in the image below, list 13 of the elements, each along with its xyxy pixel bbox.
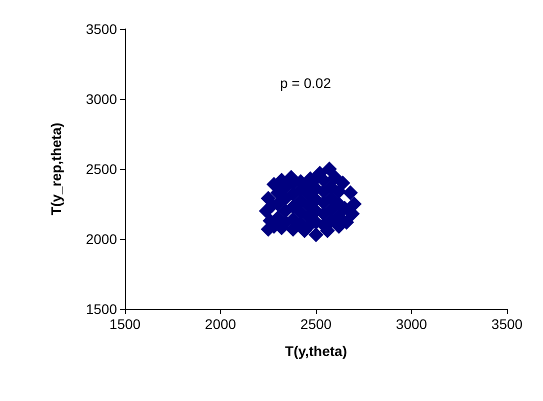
y-tick-label: 1500 — [86, 301, 118, 317]
x-axis-title: T(y,theta) — [285, 343, 347, 359]
x-tick-label: 1500 — [109, 316, 141, 332]
x-tick-label: 2500 — [300, 316, 332, 332]
x-tick-label: 2000 — [204, 316, 236, 332]
x-tick-label: 3500 — [491, 316, 523, 332]
y-tick-label: 2500 — [86, 161, 118, 177]
y-tick-label: 3000 — [86, 91, 118, 107]
annotation: p = 0.02 — [280, 75, 332, 91]
y-axis-title: T(y_rep,theta) — [48, 122, 64, 216]
y-tick-label: 3500 — [86, 21, 118, 37]
y-tick-label: 2000 — [86, 231, 118, 247]
x-tick-label: 3000 — [396, 316, 428, 332]
